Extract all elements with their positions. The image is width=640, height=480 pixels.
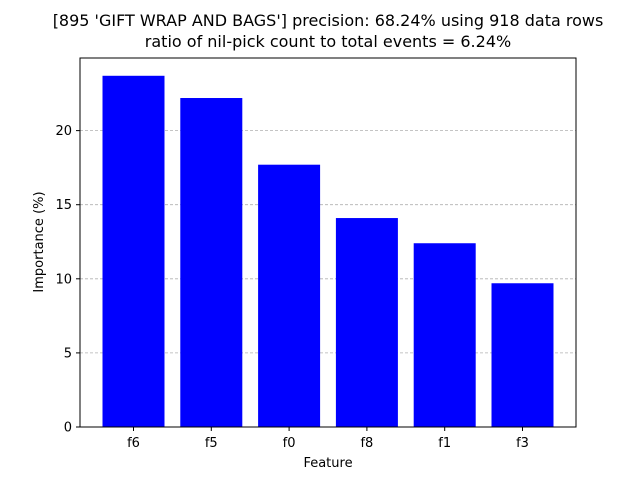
- x-tick-label: f3: [516, 436, 529, 451]
- y-tick-label: 10: [55, 272, 72, 287]
- y-tick-label: 0: [64, 421, 72, 436]
- x-tick-label: f1: [438, 436, 451, 451]
- y-axis-label: Importance (%): [32, 191, 47, 292]
- x-tick-label: f5: [205, 436, 218, 451]
- x-axis-ticks: f6 f5 f0 f8 f1 f3: [127, 427, 529, 451]
- bar-f6: [102, 75, 165, 427]
- bars: [102, 75, 554, 427]
- chart-subtitle: ratio of nil-pick count to total events …: [144, 32, 512, 51]
- chart-title-block: [895 'GIFT WRAP AND BAGS'] precision: 68…: [0, 10, 640, 52]
- plot-frame: [79, 57, 577, 428]
- chart-title: [895 'GIFT WRAP AND BAGS'] precision: 68…: [52, 11, 604, 30]
- bar-f0: [258, 164, 321, 427]
- y-axis-ticks: 0 5 10 15 20: [55, 124, 80, 436]
- x-axis-label: Feature: [303, 456, 352, 471]
- x-tick-label: f0: [283, 436, 296, 451]
- bar-f1: [413, 243, 476, 427]
- bar-f3: [491, 283, 554, 427]
- x-tick-label: f8: [360, 436, 373, 451]
- y-tick-label: 5: [64, 346, 72, 361]
- bar-f5: [180, 98, 243, 427]
- y-tick-label: 15: [55, 198, 72, 213]
- bar-f8: [335, 218, 398, 427]
- x-tick-label: f6: [127, 436, 140, 451]
- y-tick-label: 20: [55, 124, 72, 139]
